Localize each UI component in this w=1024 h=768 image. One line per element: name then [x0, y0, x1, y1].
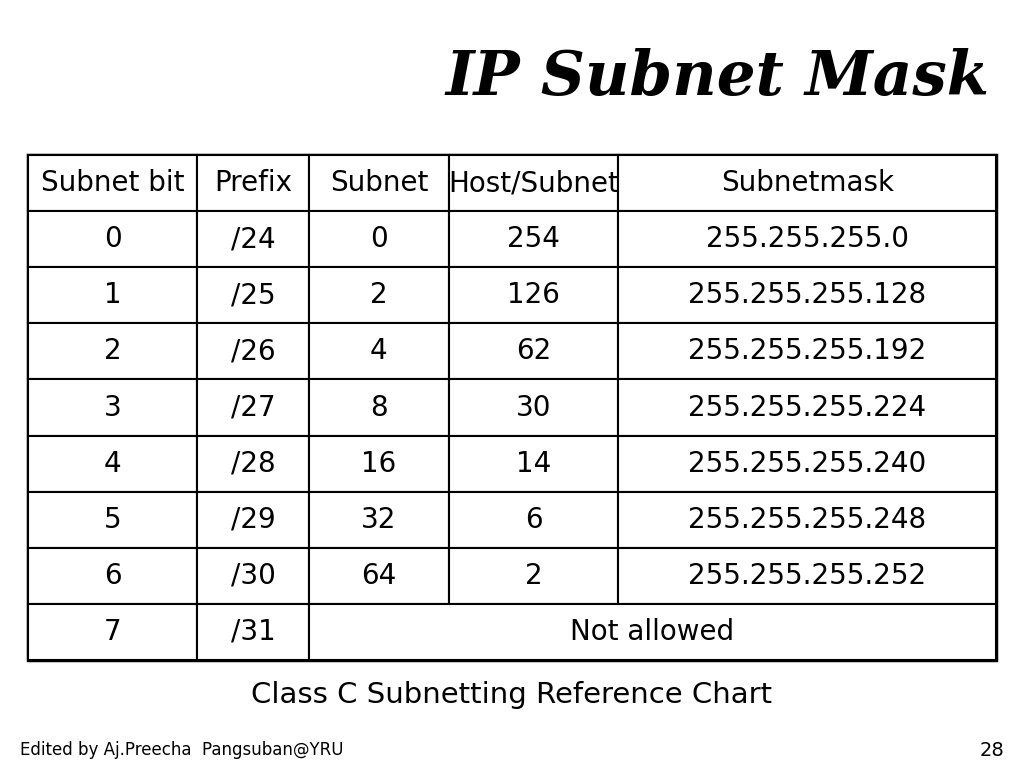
- Text: Not allowed: Not allowed: [570, 618, 734, 646]
- Bar: [450, 379, 618, 435]
- Bar: [198, 155, 308, 211]
- Bar: [308, 267, 450, 323]
- Bar: [618, 267, 996, 323]
- Text: /31: /31: [230, 618, 275, 646]
- Text: /28: /28: [230, 449, 275, 478]
- Text: /26: /26: [230, 337, 275, 366]
- Bar: [28, 492, 198, 548]
- Text: 4: 4: [103, 449, 122, 478]
- Bar: [308, 548, 450, 604]
- Bar: [198, 379, 308, 435]
- Bar: [618, 435, 996, 492]
- Text: /27: /27: [230, 393, 275, 422]
- Bar: [28, 211, 198, 267]
- Bar: [28, 267, 198, 323]
- Text: Edited by Aj.Preecha  Pangsuban@YRU: Edited by Aj.Preecha Pangsuban@YRU: [20, 741, 343, 759]
- Text: /24: /24: [230, 225, 275, 253]
- Bar: [198, 435, 308, 492]
- Bar: [450, 435, 618, 492]
- Text: Subnetmask: Subnetmask: [721, 169, 894, 197]
- Bar: [618, 155, 996, 211]
- Bar: [198, 604, 308, 660]
- Text: 6: 6: [525, 505, 543, 534]
- Bar: [308, 323, 450, 379]
- Bar: [308, 604, 996, 660]
- Bar: [198, 548, 308, 604]
- Text: 254: 254: [507, 225, 560, 253]
- Text: 255.255.255.248: 255.255.255.248: [688, 505, 927, 534]
- Text: Prefix: Prefix: [214, 169, 292, 197]
- Bar: [28, 548, 198, 604]
- Text: Subnet: Subnet: [330, 169, 428, 197]
- Text: 255.255.255.224: 255.255.255.224: [688, 393, 927, 422]
- Text: 28: 28: [979, 740, 1004, 760]
- Bar: [450, 211, 618, 267]
- Bar: [308, 435, 450, 492]
- Bar: [198, 492, 308, 548]
- Text: 7: 7: [103, 618, 122, 646]
- Text: 255.255.255.192: 255.255.255.192: [688, 337, 927, 366]
- Text: IP Subnet Mask: IP Subnet Mask: [445, 48, 990, 108]
- Text: 2: 2: [103, 337, 122, 366]
- Bar: [198, 267, 308, 323]
- Text: 255.255.255.252: 255.255.255.252: [688, 562, 927, 590]
- Text: Class C Subnetting Reference Chart: Class C Subnetting Reference Chart: [252, 681, 772, 709]
- Bar: [618, 323, 996, 379]
- Bar: [450, 155, 618, 211]
- Text: 16: 16: [361, 449, 396, 478]
- Text: 64: 64: [361, 562, 396, 590]
- Bar: [28, 604, 198, 660]
- Text: /30: /30: [230, 562, 275, 590]
- Bar: [618, 211, 996, 267]
- Bar: [308, 379, 450, 435]
- Text: 5: 5: [103, 505, 122, 534]
- Text: 14: 14: [516, 449, 551, 478]
- Bar: [450, 267, 618, 323]
- Bar: [308, 211, 450, 267]
- Bar: [28, 379, 198, 435]
- Text: 32: 32: [361, 505, 396, 534]
- Text: Host/Subnet: Host/Subnet: [449, 169, 620, 197]
- Bar: [198, 211, 308, 267]
- Bar: [28, 155, 198, 211]
- Text: 2: 2: [525, 562, 543, 590]
- Bar: [308, 492, 450, 548]
- Text: 255.255.255.128: 255.255.255.128: [688, 281, 927, 310]
- Text: Subnet bit: Subnet bit: [41, 169, 184, 197]
- Text: 6: 6: [103, 562, 122, 590]
- Text: 8: 8: [370, 393, 388, 422]
- Bar: [618, 379, 996, 435]
- Bar: [308, 155, 450, 211]
- Bar: [618, 492, 996, 548]
- Bar: [28, 155, 996, 660]
- Bar: [28, 435, 198, 492]
- Text: 1: 1: [103, 281, 122, 310]
- Text: 0: 0: [370, 225, 388, 253]
- Bar: [28, 323, 198, 379]
- Text: /25: /25: [230, 281, 275, 310]
- Text: 3: 3: [103, 393, 122, 422]
- Text: 126: 126: [507, 281, 560, 310]
- Bar: [450, 492, 618, 548]
- Text: 255.255.255.240: 255.255.255.240: [688, 449, 927, 478]
- Text: 0: 0: [103, 225, 122, 253]
- Bar: [450, 548, 618, 604]
- Bar: [618, 548, 996, 604]
- Text: 4: 4: [370, 337, 388, 366]
- Text: 255.255.255.0: 255.255.255.0: [706, 225, 908, 253]
- Text: 30: 30: [516, 393, 552, 422]
- Text: 62: 62: [516, 337, 551, 366]
- Text: /29: /29: [230, 505, 275, 534]
- Bar: [450, 323, 618, 379]
- Text: 2: 2: [370, 281, 388, 310]
- Bar: [198, 323, 308, 379]
